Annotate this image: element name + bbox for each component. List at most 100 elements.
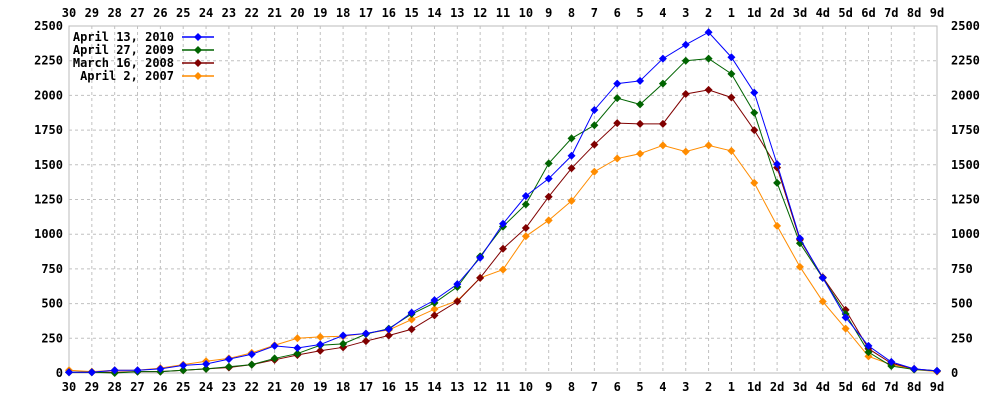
y-tick-label-right: 1750 <box>951 123 980 137</box>
data-point-marker <box>247 360 256 369</box>
y-tick-label-left: 0 <box>56 366 63 380</box>
data-point-marker <box>613 79 622 88</box>
x-tick-label-bottom: 10 <box>519 380 533 394</box>
x-tick-label-top: 5 <box>636 6 643 20</box>
data-point-marker <box>133 366 142 375</box>
y-tick-label-right: 0 <box>951 366 958 380</box>
x-tick-label-bottom: 1d <box>747 380 761 394</box>
data-point-marker <box>590 140 599 149</box>
x-tick-label-bottom: 17 <box>359 380 373 394</box>
data-point-marker <box>293 344 302 353</box>
data-point-marker <box>773 221 782 230</box>
y-tick-label-right: 2000 <box>951 88 980 102</box>
data-point-marker <box>636 100 645 109</box>
data-point-marker <box>224 362 233 371</box>
data-point-marker <box>361 337 370 346</box>
data-point-marker <box>750 108 759 117</box>
data-point-marker <box>202 364 211 373</box>
x-tick-label-top: 22 <box>245 6 259 20</box>
x-tick-label-top: 3d <box>793 6 807 20</box>
data-point-marker <box>750 178 759 187</box>
y-tick-label-right: 250 <box>951 331 973 345</box>
legend-marker-icon <box>194 46 202 54</box>
data-point-marker <box>521 223 530 232</box>
x-tick-label-bottom: 6 <box>614 380 621 394</box>
x-tick-label-top: 30 <box>62 6 76 20</box>
data-point-marker <box>636 149 645 158</box>
legend-label: April 13, 2010 <box>73 30 174 44</box>
x-tick-label-top: 14 <box>427 6 441 20</box>
data-point-marker <box>156 364 165 373</box>
x-tick-label-bottom: 5d <box>838 380 852 394</box>
legend-marker-icon <box>194 72 202 80</box>
y-tick-label-left: 1500 <box>34 158 63 172</box>
data-point-marker <box>453 280 462 289</box>
data-point-marker <box>613 154 622 163</box>
data-point-marker <box>407 325 416 334</box>
data-point-marker <box>293 349 302 358</box>
data-point-marker <box>795 262 804 271</box>
data-point-marker <box>179 361 188 370</box>
data-point-marker <box>521 200 530 209</box>
data-point-marker <box>567 196 576 205</box>
data-point-marker <box>636 119 645 128</box>
y-tick-label-right: 2500 <box>951 19 980 33</box>
data-point-marker <box>773 160 782 169</box>
x-tick-label-top: 5d <box>838 6 852 20</box>
x-tick-label-bottom: 24 <box>199 380 213 394</box>
data-point-marker <box>681 147 690 156</box>
x-tick-label-top: 7 <box>591 6 598 20</box>
y-tick-label-left: 1000 <box>34 227 63 241</box>
data-point-marker <box>65 368 73 377</box>
data-point-marker <box>727 146 736 155</box>
x-tick-label-top: 7d <box>884 6 898 20</box>
data-point-marker <box>658 141 667 150</box>
x-tick-label-bottom: 2 <box>705 380 712 394</box>
data-point-marker <box>933 366 941 375</box>
data-point-marker <box>658 54 667 63</box>
data-point-marker <box>704 54 713 63</box>
data-point-marker <box>658 119 667 128</box>
data-point-marker <box>247 350 256 359</box>
y-tick-label-right: 1000 <box>951 227 980 241</box>
y-tick-label-left: 2000 <box>34 88 63 102</box>
data-point-marker <box>499 265 507 274</box>
data-point-marker <box>704 28 713 37</box>
data-point-marker <box>521 232 530 241</box>
data-point-marker <box>773 178 782 187</box>
data-point-marker <box>476 253 485 262</box>
data-point-marker <box>887 357 896 366</box>
data-point-marker <box>567 151 576 160</box>
y-tick-label-right: 1500 <box>951 158 980 172</box>
data-point-marker <box>727 53 736 62</box>
data-point-marker <box>590 105 599 114</box>
data-point-marker <box>339 339 348 348</box>
x-tick-label-top: 28 <box>107 6 121 20</box>
data-point-marker <box>864 348 873 357</box>
data-point-marker <box>476 273 485 282</box>
data-point-marker <box>818 273 827 282</box>
data-point-marker <box>361 329 370 338</box>
data-point-marker <box>499 219 507 228</box>
x-tick-label-bottom: 26 <box>153 380 167 394</box>
x-tick-label-bottom: 29 <box>85 380 99 394</box>
x-tick-label-bottom: 30 <box>62 380 76 394</box>
x-tick-label-top: 4 <box>659 6 666 20</box>
data-point-marker <box>841 313 850 322</box>
x-tick-label-bottom: 12 <box>473 380 487 394</box>
data-point-marker <box>727 69 736 78</box>
y-tick-label-left: 1750 <box>34 123 63 137</box>
data-point-marker <box>750 126 759 135</box>
data-point-marker <box>384 331 393 340</box>
y-tick-label-left: 2250 <box>34 54 63 68</box>
data-point-marker <box>499 244 507 253</box>
data-point-marker <box>544 216 553 225</box>
x-tick-label-bottom: 27 <box>130 380 144 394</box>
x-tick-label-bottom: 18 <box>336 380 350 394</box>
data-point-marker <box>293 334 302 343</box>
data-point-marker <box>727 93 736 102</box>
x-tick-label-top: 18 <box>336 6 350 20</box>
x-tick-label-bottom: 3d <box>793 380 807 394</box>
data-point-marker <box>316 340 325 349</box>
x-tick-label-bottom: 7d <box>884 380 898 394</box>
